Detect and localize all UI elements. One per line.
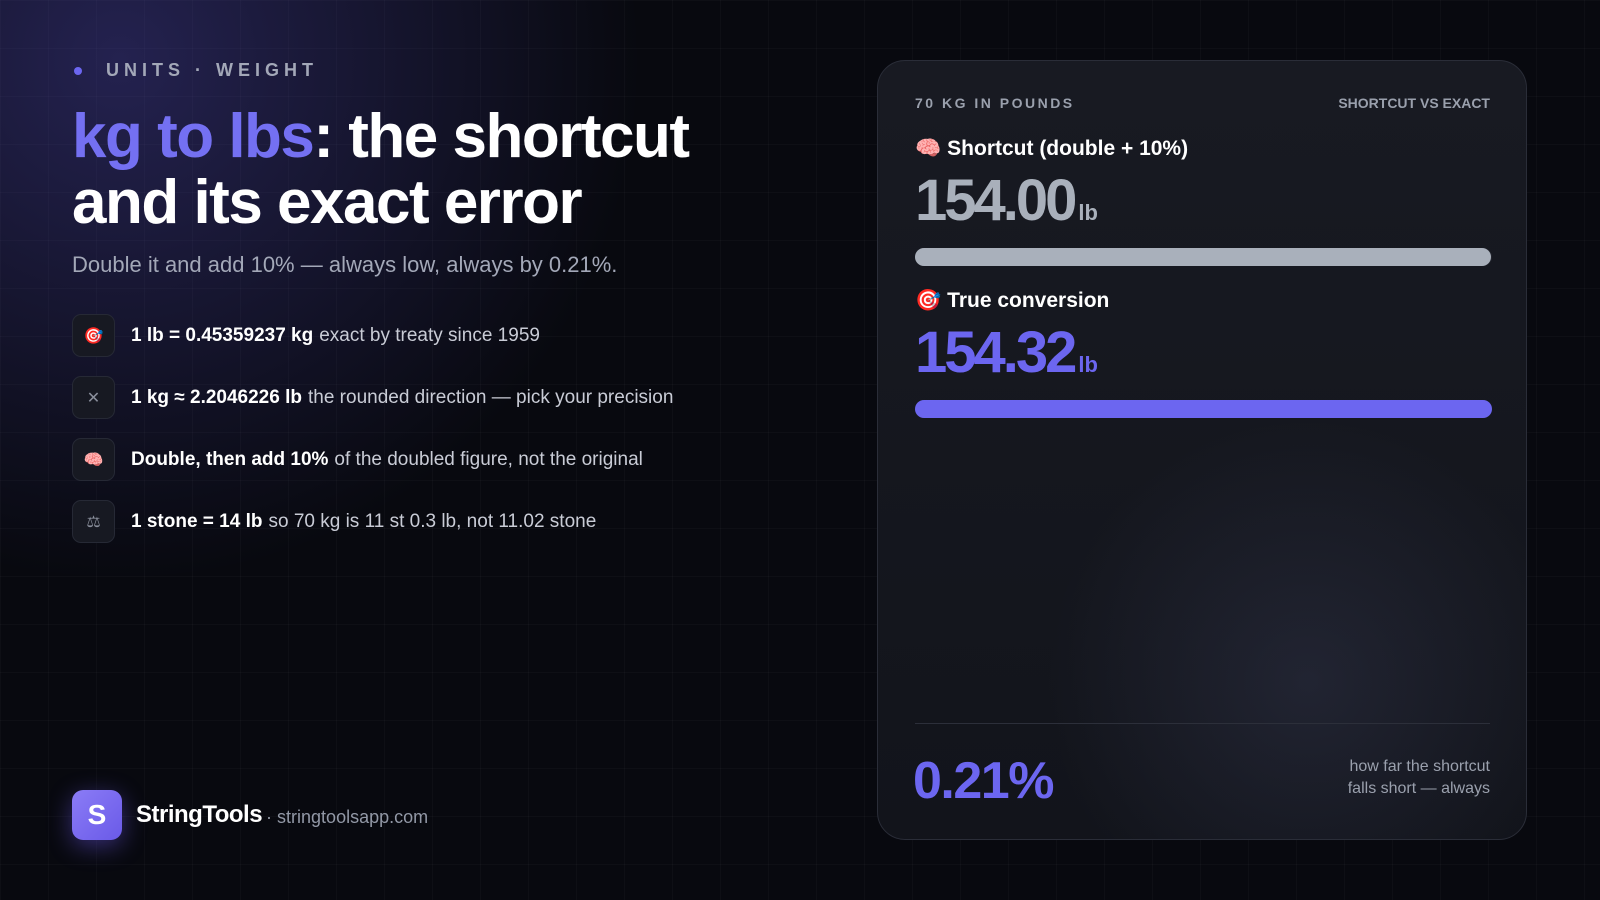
card-label: 70 KG IN POUNDS [915,95,1075,111]
divider [915,723,1490,724]
fact-icon: 🎯 [72,314,115,357]
value-number: 154.00 [915,168,1077,233]
row-value: 154.00 lb [915,167,1492,234]
value-unit: lb [1078,200,1098,225]
brand[interactable]: S StringTools · stringtoolsapp.com [72,790,428,840]
fact-detail: the rounded direction — pick your precis… [307,386,674,408]
fact-icon: ⚖ [72,500,115,543]
fact-detail: exact by treaty since 1959 [319,324,540,346]
fact: 🎯 1 lb = 0.45359237 kg exact by treaty sin… [72,314,673,357]
subtitle: Double it and add 10% — always low, alwa… [72,252,618,277]
fact-icon: ✕ [72,376,115,419]
card-badge: SHORTCUT VS EXACT [1338,95,1490,111]
row-icon: 🎯 [915,289,942,312]
fact-detail: so 70 kg is 11 st 0.3 lb, not 11.02 ston… [268,510,597,532]
row-label: 🎯 True conversion [915,289,1492,313]
brand-url: · stringtoolsapp.com [266,806,429,827]
row-label-text: Shortcut (double + 10%) [947,137,1189,160]
bar [915,400,1492,418]
fact-list: 🎯 1 lb = 0.45359237 kg exact by treaty sin… [72,314,673,543]
fact-text: Double, then add 10% of the doubled figur… [131,449,643,471]
value-number: 154.32 [915,320,1077,385]
fact: 🧠 Double, then add 10% of the doubled figu… [72,438,673,481]
row-label: 🧠 Shortcut (double + 10%) [915,137,1492,161]
fact-bold: 1 lb = 0.45359237 kg [131,324,314,346]
title-rest: : the shortcut and its exact error [72,102,690,237]
logo: S [72,790,122,840]
row-label-text: True conversion [947,289,1110,312]
fact-bold: Double, then add 10% [131,448,329,470]
title-highlight: kg to lbs [72,102,315,171]
fact-bold: 1 kg ≈ 2.2046226 lb [131,386,302,408]
fact-text: 1 lb = 0.45359237 kg exact by treaty sinc… [131,325,540,347]
difference-value: 0.21% [913,752,1054,810]
fact-detail: of the doubled figure, not the original [334,448,643,470]
result-card: 70 KG IN POUNDS SHORTCUT VS EXACT 0.21% … [877,60,1527,840]
result-row: 🎯 True conversion 154.32 lb [915,289,1492,418]
bar-track [915,248,1492,266]
fact-text: 1 kg ≈ 2.2046226 lb the rounded direction… [131,387,673,409]
eyebrow-text: UNITS · WEIGHT [106,60,318,80]
fact: ✕ 1 kg ≈ 2.2046226 lb the rounded directio… [72,376,673,419]
brand-name: StringTools [136,801,263,828]
row-icon: 🧠 [915,137,942,160]
fact: ⚖ 1 stone = 14 lb so 70 kg is 11 st 0.3 lb… [72,500,673,543]
fact-bold: 1 stone = 14 lb [131,510,263,532]
bar-track [915,400,1492,418]
fact-text: 1 stone = 14 lb so 70 kg is 11 st 0.3 lb,… [131,511,596,533]
bar [915,248,1491,266]
row-value: 154.32 lb [915,319,1492,386]
result-row: 🧠 Shortcut (double + 10%) 154.00 lb [915,137,1492,266]
value-unit: lb [1078,352,1098,377]
eyebrow-dot [74,66,82,75]
fact-icon: 🧠 [72,438,115,481]
eyebrow: UNITS · WEIGHT [74,60,318,81]
title: kg to lbs: the shortcut and its exact er… [72,104,792,236]
difference-note: how far the shortcut falls short — alway… [1347,758,1490,797]
